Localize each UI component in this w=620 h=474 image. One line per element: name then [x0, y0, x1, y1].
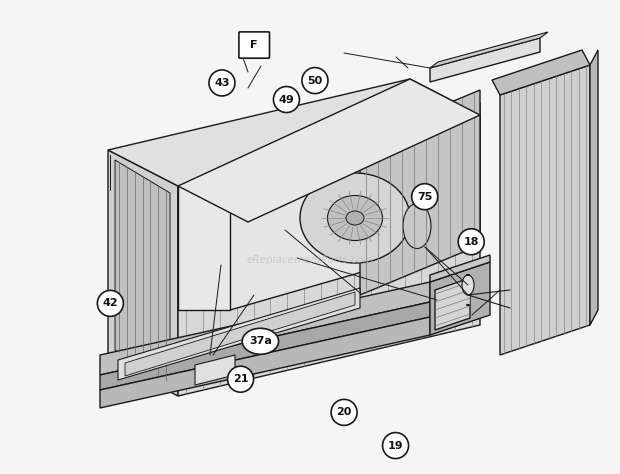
Polygon shape: [115, 160, 170, 383]
Ellipse shape: [331, 400, 357, 425]
Polygon shape: [430, 38, 540, 82]
Ellipse shape: [242, 328, 278, 354]
Polygon shape: [435, 278, 470, 330]
Polygon shape: [590, 50, 598, 325]
Text: 42: 42: [102, 298, 118, 309]
FancyBboxPatch shape: [239, 32, 270, 58]
Polygon shape: [100, 282, 430, 375]
Ellipse shape: [412, 184, 438, 210]
Text: 43: 43: [215, 78, 229, 88]
Polygon shape: [430, 262, 490, 335]
Polygon shape: [230, 103, 480, 310]
Ellipse shape: [97, 291, 123, 316]
Polygon shape: [100, 317, 430, 408]
Ellipse shape: [209, 70, 235, 96]
Polygon shape: [360, 90, 480, 295]
Polygon shape: [118, 288, 360, 380]
Polygon shape: [430, 32, 548, 68]
Ellipse shape: [302, 68, 328, 93]
Polygon shape: [430, 255, 490, 282]
Ellipse shape: [383, 433, 409, 458]
Text: 19: 19: [388, 440, 404, 451]
Text: 75: 75: [417, 191, 432, 202]
Text: 37a: 37a: [249, 336, 272, 346]
Polygon shape: [108, 150, 178, 396]
Polygon shape: [500, 65, 590, 355]
Polygon shape: [195, 355, 235, 385]
Text: 50: 50: [308, 75, 322, 86]
Text: 18: 18: [463, 237, 479, 247]
Ellipse shape: [462, 275, 474, 295]
Ellipse shape: [403, 203, 431, 248]
Ellipse shape: [458, 229, 484, 255]
Text: F: F: [250, 40, 258, 50]
Ellipse shape: [228, 366, 254, 392]
Polygon shape: [108, 79, 480, 186]
Text: eReplacementParts.com: eReplacementParts.com: [246, 255, 374, 265]
Polygon shape: [178, 115, 480, 396]
Polygon shape: [125, 292, 355, 376]
Polygon shape: [100, 302, 430, 390]
Ellipse shape: [346, 211, 364, 225]
Text: 20: 20: [337, 407, 352, 418]
Text: 21: 21: [233, 374, 248, 384]
Text: 49: 49: [278, 94, 294, 105]
Polygon shape: [178, 79, 480, 222]
Polygon shape: [178, 186, 230, 310]
Ellipse shape: [273, 87, 299, 112]
Ellipse shape: [300, 173, 410, 263]
Ellipse shape: [327, 195, 383, 240]
Polygon shape: [492, 50, 590, 95]
